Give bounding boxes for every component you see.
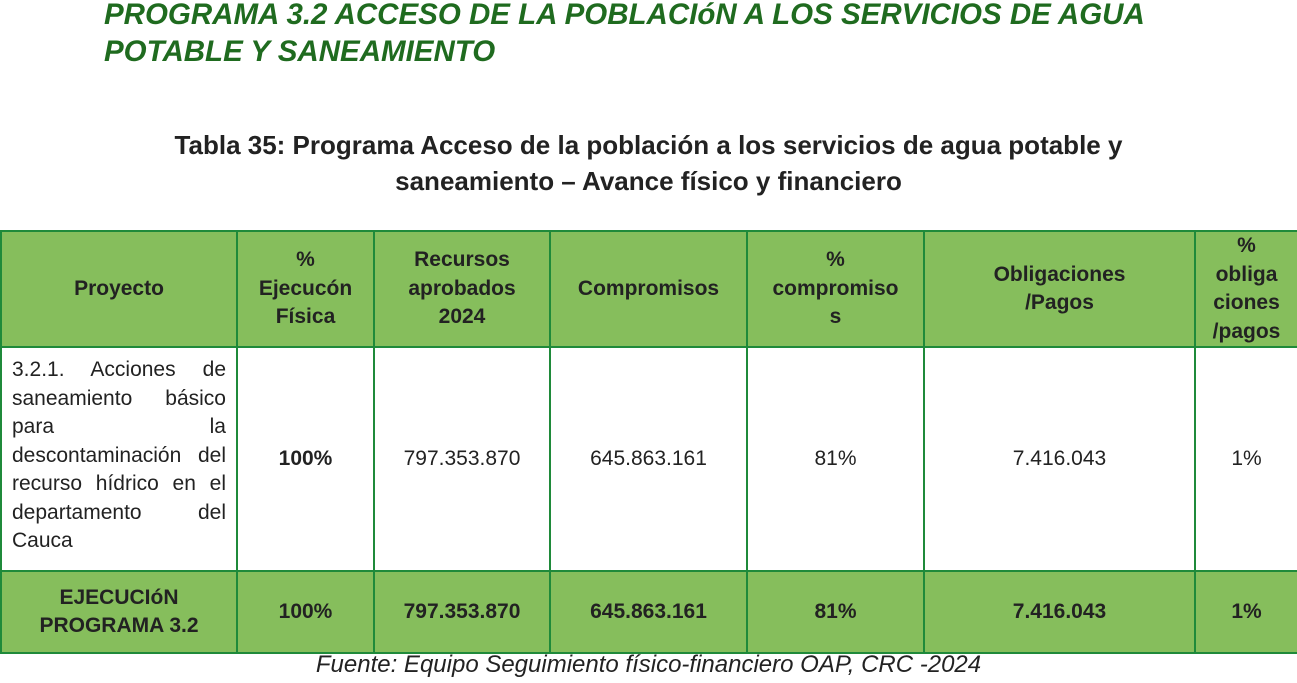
total-pct-compromisos: 81% (746, 570, 925, 654)
section-heading: PROGRAMA 3.2 ACCESO DE LA POBLACIóN A LO… (104, 0, 1294, 70)
header-recursos: Recursos aprobados 2024 (373, 230, 551, 348)
total-recursos: 797.353.870 (373, 570, 551, 654)
header-recursos-line-3: 2024 (438, 305, 486, 329)
total-label-line-1: EJECUCIóN (59, 585, 179, 609)
cell-ejecucion-fisica: 100% (236, 346, 375, 572)
header-pct-obligaciones-line-1: % (1237, 234, 1256, 257)
header-pct-compromisos-line-3: s (829, 305, 842, 329)
total-pct-obligaciones: 1% (1194, 570, 1297, 654)
total-obligaciones: 7.416.043 (923, 570, 1196, 654)
header-pct-obligaciones-line-4: /pagos (1212, 319, 1281, 343)
header-obligaciones: Obligaciones /Pagos (923, 230, 1196, 348)
total-ejecucion-fisica: 100% (236, 570, 375, 654)
section-heading-line-1: PROGRAMA 3.2 ACCESO DE LA POBLACIóN A LO… (104, 0, 1145, 31)
header-obligaciones-line-2: /Pagos (1025, 291, 1094, 314)
header-pct-obligaciones-line-3: ciones (1213, 291, 1280, 314)
cell-pct-compromisos: 81% (746, 346, 925, 572)
header-pct-compromisos: % compromiso s (746, 230, 925, 348)
header-obligaciones-line-1: Obligaciones (993, 262, 1126, 286)
header-proyecto: Proyecto (0, 230, 238, 348)
table-caption-line-1: Tabla 35: Programa Acceso de la població… (174, 130, 1123, 160)
progress-table: Proyecto % Ejecucón Física Recursos apro… (0, 230, 1297, 654)
table-row: 3.2.1. Acciones de saneamiento básico pa… (0, 346, 1297, 572)
header-compromisos: Compromisos (549, 230, 748, 348)
cell-compromisos: 645.863.161 (549, 346, 748, 572)
section-heading-line-2: POTABLE Y SANEAMIENTO (104, 35, 496, 68)
header-ejecucion-fisica-line-2: Ejecucón (258, 276, 353, 300)
header-pct-obligaciones-line-2: obliga (1215, 262, 1278, 286)
table-header-row: Proyecto % Ejecucón Física Recursos apro… (0, 230, 1297, 348)
header-recursos-line-2: aprobados (408, 276, 516, 300)
source-note: Fuente: Equipo Seguimiento físico-financ… (315, 651, 982, 678)
header-pct-compromisos-line-2: compromiso (772, 276, 899, 300)
table-total-row: EJECUCIóN PROGRAMA 3.2 100% 797.353.870 … (0, 570, 1297, 654)
header-recursos-line-1: Recursos (414, 248, 510, 272)
header-ejecucion-fisica-line-1: % (296, 248, 315, 272)
table-caption: Tabla 35: Programa Acceso de la població… (40, 127, 1257, 199)
total-label: EJECUCIóN PROGRAMA 3.2 (0, 570, 238, 654)
cell-obligaciones: 7.416.043 (923, 346, 1196, 572)
header-pct-obligaciones: % obliga ciones /pagos (1194, 230, 1297, 348)
table-caption-line-2: saneamiento – Avance físico y financiero (395, 166, 902, 196)
header-pct-compromisos-line-1: % (826, 248, 845, 272)
total-compromisos: 645.863.161 (549, 570, 748, 654)
header-ejecucion-fisica: % Ejecucón Física (236, 230, 375, 348)
total-label-line-2: PROGRAMA 3.2 (39, 614, 199, 637)
cell-proyecto: 3.2.1. Acciones de saneamiento básico pa… (0, 346, 238, 572)
header-ejecucion-fisica-line-3: Física (275, 305, 336, 329)
cell-recursos: 797.353.870 (373, 346, 551, 572)
cell-pct-obligaciones: 1% (1194, 346, 1297, 572)
